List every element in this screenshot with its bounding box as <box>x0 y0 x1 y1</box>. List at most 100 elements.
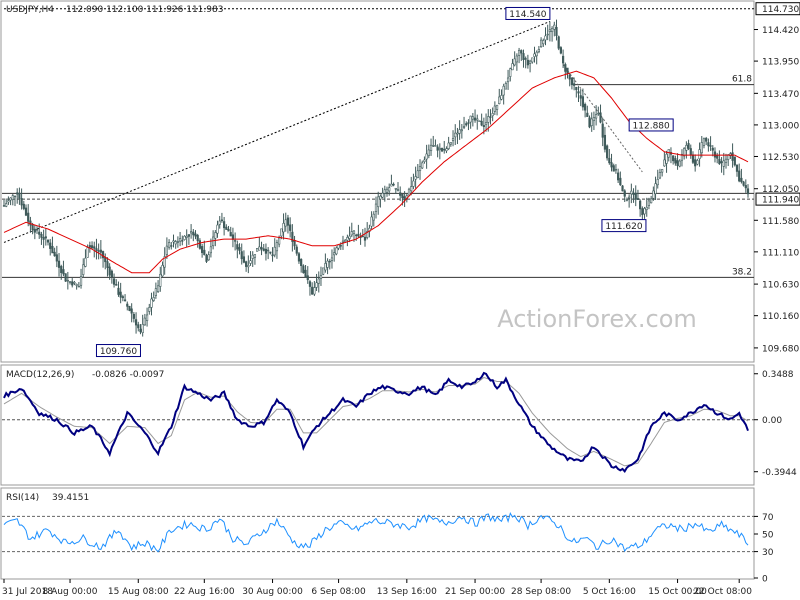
candle-body <box>696 160 699 165</box>
candle-body <box>187 234 190 237</box>
price-header-symbol: USDJPY,H4 <box>6 5 54 15</box>
price-tick-label: 110.630 <box>762 281 799 291</box>
candle-body <box>148 307 151 312</box>
candle-body <box>159 273 162 287</box>
candle-body <box>619 177 622 186</box>
candle-body <box>713 151 717 158</box>
candle-body <box>348 235 351 239</box>
current-price-label: 111.940 <box>762 196 799 206</box>
candle-body <box>214 232 217 239</box>
candle-body <box>333 252 336 256</box>
candle-body <box>300 258 303 267</box>
candle-body <box>438 147 441 151</box>
candle-body <box>216 224 219 234</box>
candle-body <box>328 260 331 263</box>
candle-body <box>742 181 745 186</box>
candle-body <box>542 40 545 45</box>
candle-body <box>11 195 14 200</box>
candle-body <box>249 260 252 264</box>
candle-body <box>53 251 56 257</box>
candle-body <box>456 132 459 135</box>
candle-body <box>658 172 662 179</box>
candle-body <box>595 114 598 119</box>
price-callout-label: 111.620 <box>605 222 642 232</box>
candle-body <box>746 188 750 195</box>
candle-body <box>610 162 613 168</box>
candle-body <box>634 192 637 200</box>
candle-body <box>421 162 424 169</box>
candle-body <box>181 240 184 242</box>
candle-body <box>392 183 395 186</box>
candle-body <box>218 220 221 225</box>
candle-body <box>44 236 47 239</box>
candle-body <box>13 195 17 198</box>
candle-body <box>683 148 686 157</box>
candle-body <box>77 285 80 288</box>
candle-body <box>346 237 349 241</box>
candle-body <box>306 275 309 281</box>
price-tick-label: 112.530 <box>762 153 799 163</box>
candle-body <box>707 142 710 147</box>
candle-body <box>324 263 327 271</box>
candle-body <box>526 59 529 66</box>
candle-body <box>495 104 499 110</box>
price-tick-label: 111.110 <box>762 248 799 258</box>
candle-body <box>86 247 89 258</box>
candle-body <box>176 241 179 243</box>
price-callout-label: 109.760 <box>100 347 137 357</box>
candle-body <box>546 33 549 36</box>
candle-body <box>520 50 523 54</box>
candle-body <box>205 254 208 262</box>
candle-body <box>161 265 164 277</box>
candle-body <box>223 221 226 229</box>
candle-body <box>517 50 521 56</box>
macd-header-name: MACD(12,26,9) <box>6 370 74 380</box>
candle-body <box>185 235 188 238</box>
candle-body <box>432 145 435 147</box>
macd-main-line <box>3 371 749 473</box>
candle-body <box>229 232 232 237</box>
candle-body <box>121 296 124 299</box>
candle-body <box>372 213 375 221</box>
candle-body <box>434 145 437 147</box>
price-callout-label: 114.540 <box>509 10 546 20</box>
candle-body <box>588 117 591 128</box>
candle-body <box>308 281 312 287</box>
candle-body <box>509 68 512 77</box>
candle-body <box>553 24 556 30</box>
price-panel-frame <box>0 0 755 363</box>
candle-body <box>443 148 446 151</box>
candle-body <box>440 147 444 152</box>
watermark: ActionForex.com <box>497 305 697 333</box>
candle-body <box>203 249 206 255</box>
candle-body <box>667 149 670 158</box>
price-tick-label: 109.680 <box>762 344 799 354</box>
candle-body <box>183 235 186 240</box>
candle-body <box>447 142 450 149</box>
candle-body <box>480 120 483 126</box>
candle-body <box>286 217 290 226</box>
candle-body <box>577 91 580 94</box>
price-header-ohlc: 112.090 112.100 111.926 111.983 <box>66 5 223 15</box>
macd-header-values: -0.0826 -0.0097 <box>92 370 164 380</box>
candle-body <box>139 328 142 333</box>
candle-body <box>733 156 736 166</box>
current-price-box <box>755 192 800 206</box>
price-callout-label: 112.880 <box>633 121 670 131</box>
candle-body <box>256 248 259 252</box>
candle-body <box>282 223 285 233</box>
candle-body <box>506 77 510 83</box>
candle-body <box>245 261 248 267</box>
macd-panel-frame <box>0 364 755 486</box>
candle-body <box>709 145 712 147</box>
candle-body <box>172 240 175 243</box>
candle-body <box>207 254 210 261</box>
candle-body <box>64 273 67 282</box>
candle-body <box>141 324 144 334</box>
candle-body <box>630 190 633 195</box>
candle-body <box>436 146 439 151</box>
candle-body <box>603 134 607 150</box>
macd-signal-line <box>3 376 749 467</box>
candle-body <box>315 282 318 288</box>
